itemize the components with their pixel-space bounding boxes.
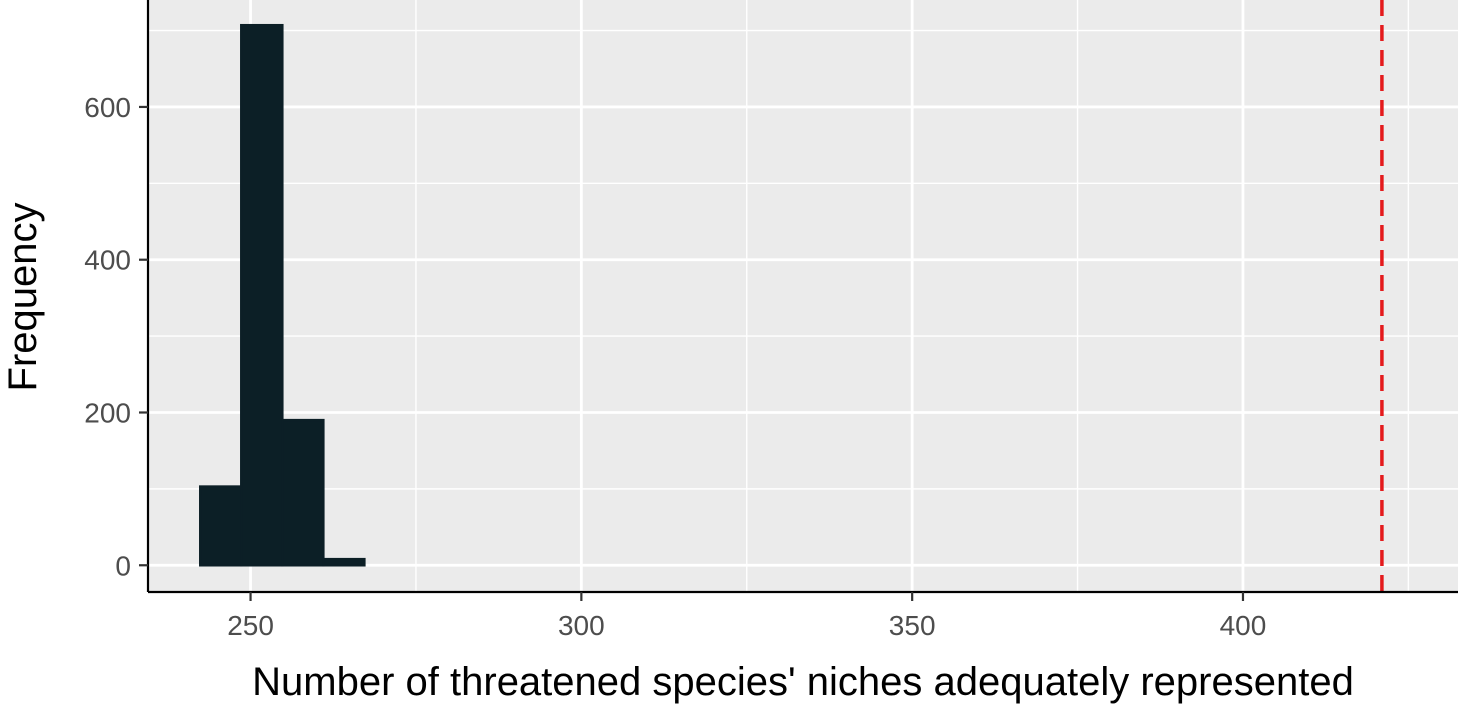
x-tick-label: 400 bbox=[1220, 610, 1267, 641]
histogram-bar bbox=[322, 557, 366, 567]
x-tick-label: 250 bbox=[227, 610, 274, 641]
x-axis-ticks: 250 300 350 400 bbox=[227, 592, 1266, 641]
y-axis-title: Frequency bbox=[1, 203, 45, 392]
x-tick-label: 300 bbox=[558, 610, 605, 641]
y-tick-label: 200 bbox=[84, 397, 131, 428]
y-tick-label: 600 bbox=[84, 92, 131, 123]
y-axis-ticks: 0 200 400 600 bbox=[84, 92, 148, 581]
plot-panel bbox=[148, 0, 1458, 592]
minor-gridlines bbox=[148, 0, 1458, 592]
y-tick-label: 0 bbox=[115, 550, 131, 581]
histogram-bar bbox=[240, 23, 284, 567]
histogram-bar bbox=[199, 485, 243, 567]
histogram-bar bbox=[281, 418, 325, 567]
major-gridlines bbox=[148, 0, 1458, 592]
y-tick-label: 400 bbox=[84, 245, 131, 276]
x-axis-title: Number of threatened species' niches ade… bbox=[252, 660, 1354, 704]
histogram-bars bbox=[199, 23, 366, 567]
x-tick-label: 350 bbox=[889, 610, 936, 641]
